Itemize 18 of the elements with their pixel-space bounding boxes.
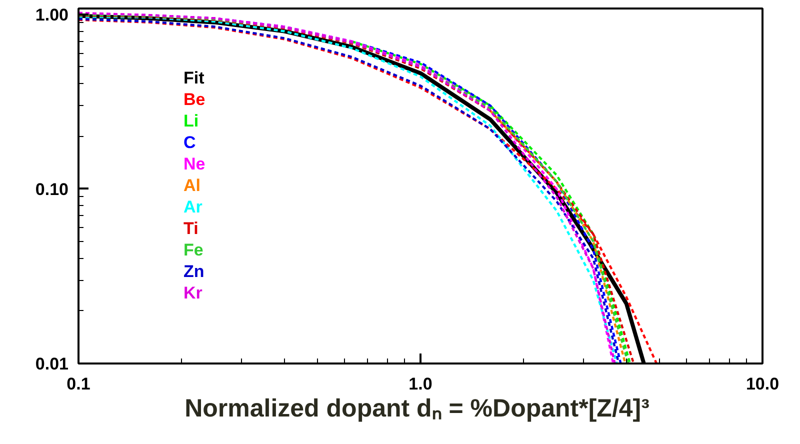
y-tick-label: 0.10 <box>35 180 69 199</box>
x-tick-label: 10.0 <box>746 374 780 394</box>
text: Kr <box>184 284 203 302</box>
y-tick-label: 0.01 <box>35 354 69 374</box>
text: Fe <box>184 240 204 260</box>
text: Al <box>184 176 200 195</box>
y-tick-label: 1.00 <box>35 5 69 24</box>
text: C <box>184 133 196 152</box>
text: Ar <box>184 198 203 216</box>
x-axis-title: Normalized dopant dₙ = %Dopant*[Z/4]³ <box>184 394 650 422</box>
text: Li <box>184 112 199 130</box>
text: Ne <box>184 154 206 174</box>
text: Fit <box>184 68 205 88</box>
x-tick-label: 1.0 <box>408 374 432 394</box>
text: Zn <box>184 262 204 281</box>
text: Be <box>184 90 206 109</box>
x-tick-label: 0.1 <box>66 374 90 394</box>
text: Ti <box>184 219 198 238</box>
